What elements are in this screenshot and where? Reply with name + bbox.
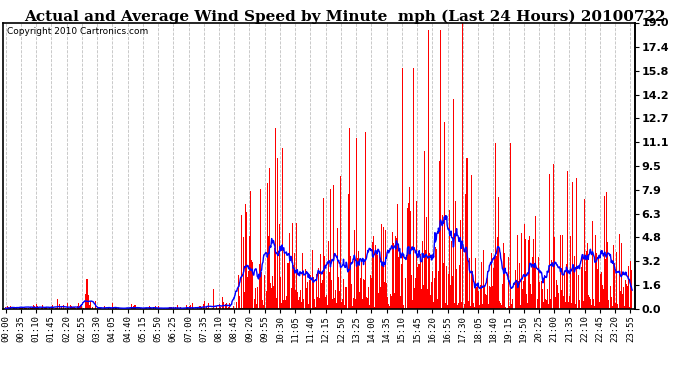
Text: Copyright 2010 Cartronics.com: Copyright 2010 Cartronics.com	[7, 27, 148, 36]
Text: Actual and Average Wind Speed by Minute  mph (Last 24 Hours) 20100722: Actual and Average Wind Speed by Minute …	[24, 9, 666, 24]
